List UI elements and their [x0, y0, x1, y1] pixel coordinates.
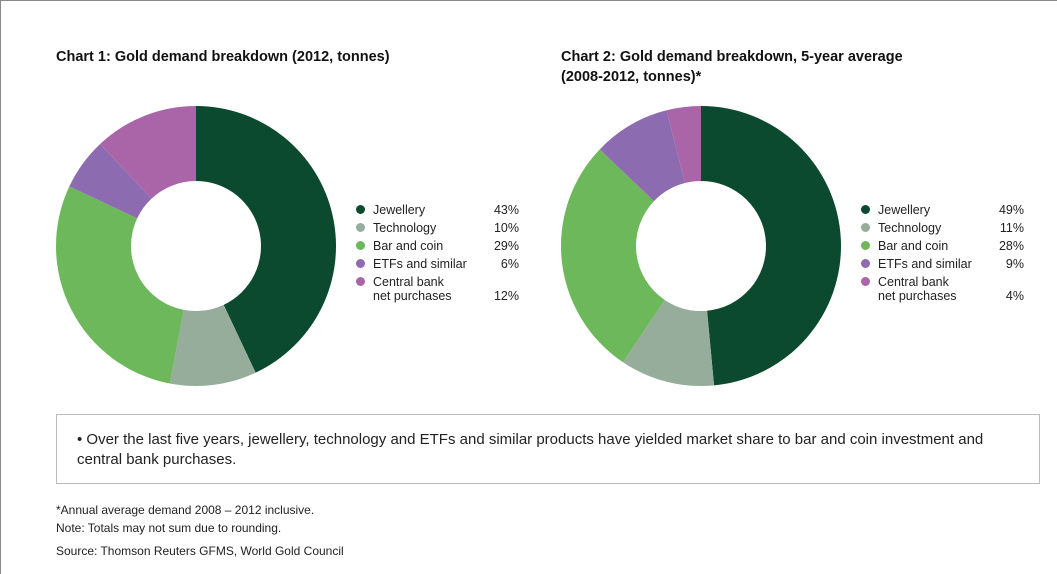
legend-swatch	[356, 205, 365, 214]
donut-slice	[622, 299, 715, 386]
legend-label: Technology	[373, 221, 437, 235]
legend-swatch	[861, 205, 870, 214]
legend-value: 4%	[1005, 289, 1024, 303]
legend-label: Jewellery	[878, 203, 931, 217]
legend-swatch	[356, 241, 365, 250]
donut-slice	[599, 110, 685, 202]
legend-label: ETFs and similar	[878, 257, 972, 271]
legend-swatch	[356, 277, 365, 286]
donut-slice	[169, 304, 256, 386]
chart-title: Chart 1: Gold demand breakdown (2012, to…	[56, 49, 390, 65]
chart-title: Chart 2: Gold demand breakdown, 5-year a…	[561, 49, 903, 85]
legend-swatch	[861, 223, 870, 232]
legend-value: 10%	[493, 221, 519, 235]
donut-slice	[55, 186, 184, 384]
legend-label: Central bank net purchases	[878, 275, 957, 303]
footnote: Note: Totals may not sum due to rounding…	[56, 521, 282, 535]
legend-label: Jewellery	[373, 203, 426, 217]
legend-label: Central bank net purchases	[373, 275, 452, 303]
donut-slice	[561, 149, 665, 363]
donut-slice	[69, 143, 152, 219]
legend-label: Bar and coin	[373, 239, 444, 253]
footnote: Source: Thomson Reuters GFMS, World Gold…	[56, 544, 344, 558]
bullet-text: Over the last five years, jewellery, tec…	[77, 431, 984, 468]
legend-value: 12%	[493, 289, 519, 303]
legend-label: Technology	[878, 221, 942, 235]
legend-swatch	[861, 241, 870, 250]
legend-value: 9%	[1005, 257, 1024, 271]
legend-value: 43%	[493, 203, 519, 217]
donut-slice	[196, 106, 336, 373]
legend-value: 29%	[493, 239, 519, 253]
legend-value: 6%	[500, 257, 519, 271]
legend-label: Bar and coin	[878, 239, 949, 253]
legend-value: 28%	[998, 239, 1024, 253]
bullet-note: • Over the last five years, jewellery, t…	[77, 431, 984, 468]
legend-value: 11%	[999, 221, 1024, 235]
donut-slice	[100, 106, 196, 199]
legend-swatch	[356, 223, 365, 232]
footnote: *Annual average demand 2008 – 2012 inclu…	[56, 503, 315, 517]
donut-slice	[666, 106, 701, 184]
legend-swatch	[861, 259, 870, 268]
legend-swatch	[356, 259, 365, 268]
donut-slice	[701, 106, 842, 386]
legend-swatch	[861, 277, 870, 286]
note-box: • Over the last five years, jewellery, t…	[56, 414, 1040, 484]
legend-value: 49%	[998, 203, 1024, 217]
legend-label: ETFs and similar	[373, 257, 467, 271]
